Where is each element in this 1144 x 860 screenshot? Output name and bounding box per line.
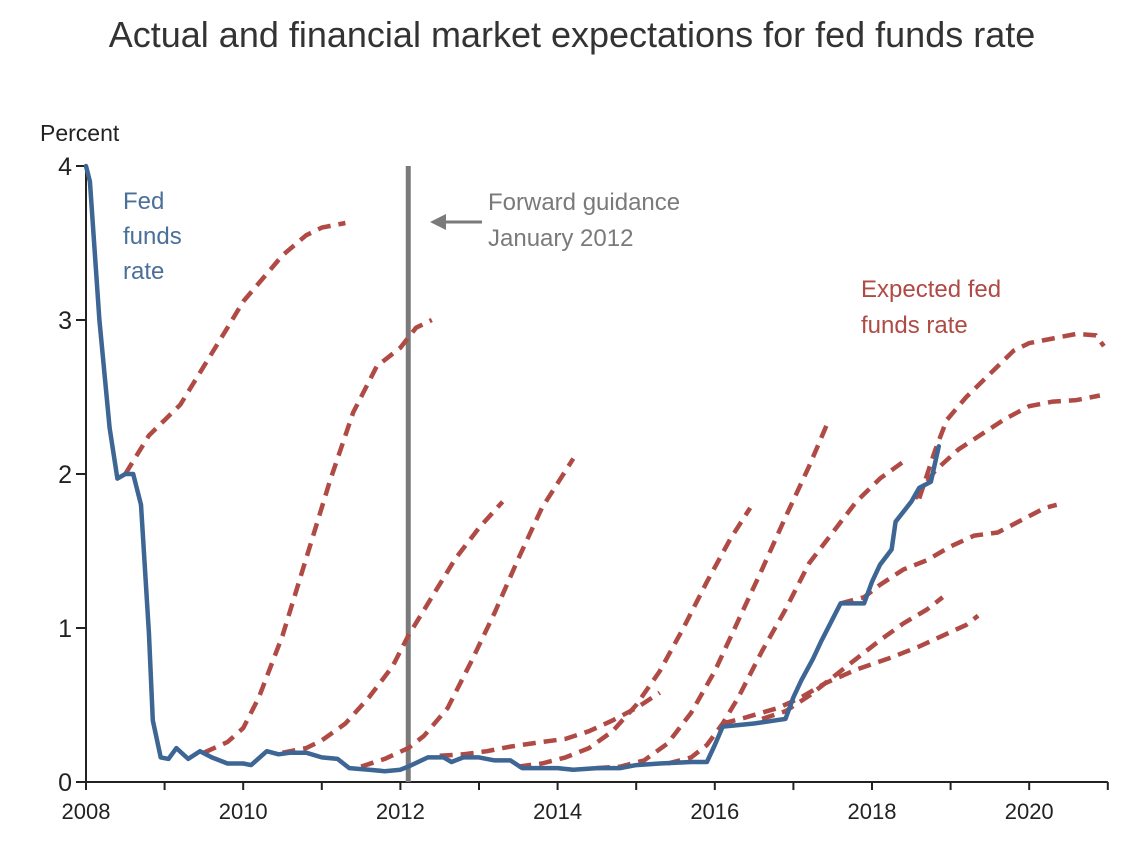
x-tick-label: 2020	[1005, 799, 1054, 824]
y-tick-label: 1	[58, 615, 72, 643]
fed-funds-rate-line	[83, 163, 942, 774]
annotations: Fed funds rate Expected fed funds rate Forwar…	[123, 188, 1001, 339]
chart-title: Actual and financial market expectations…	[108, 14, 1036, 55]
fed-funds-rate-label: Fed	[123, 188, 164, 215]
arrow-head-icon	[430, 214, 446, 230]
y-tick-label: 4	[58, 153, 72, 181]
series-layer	[83, 163, 1106, 774]
expected-fed-funds-rate-label: funds rate	[861, 312, 968, 339]
expected-series-line-3	[282, 500, 505, 755]
expected-series-line-6	[518, 506, 753, 769]
fed-funds-rate-label: funds	[123, 223, 182, 250]
y-axis-label: Percent	[40, 120, 120, 146]
expected-series-line-11	[840, 502, 1058, 606]
expected-series-line-2	[202, 317, 433, 755]
y-tick-label: 0	[58, 769, 72, 797]
y-tick-label: 2	[58, 461, 72, 489]
forward-guidance-label: January 2012	[488, 225, 633, 252]
expected-series-line-4	[360, 457, 576, 769]
expected-series-line-10	[761, 595, 945, 722]
expected-series-line-1	[123, 220, 346, 476]
expected-series-line-8	[667, 459, 905, 766]
x-tick-label: 2014	[533, 799, 582, 824]
expected-fed-funds-rate-label: Expected fed	[861, 276, 1001, 303]
axes: 0 1 2 3 4 2008 2010 2012 2014 2016 2018 2020	[58, 153, 1109, 824]
expected-series-line-9	[722, 613, 980, 726]
x-tick-label: 2018	[848, 799, 897, 824]
forward-guidance-label: Forward guidance	[488, 189, 680, 216]
expected-series-line-5	[439, 690, 662, 759]
x-tick-label: 2010	[219, 799, 268, 824]
x-tick-label: 2012	[376, 799, 425, 824]
x-tick-label: 2016	[690, 799, 739, 824]
expected-series-line-12	[913, 393, 1101, 500]
x-tick-label: 2008	[62, 799, 111, 824]
y-tick-label: 3	[58, 307, 72, 335]
fed-funds-rate-label: rate	[123, 258, 164, 285]
expected-series-line-13	[917, 331, 1106, 500]
